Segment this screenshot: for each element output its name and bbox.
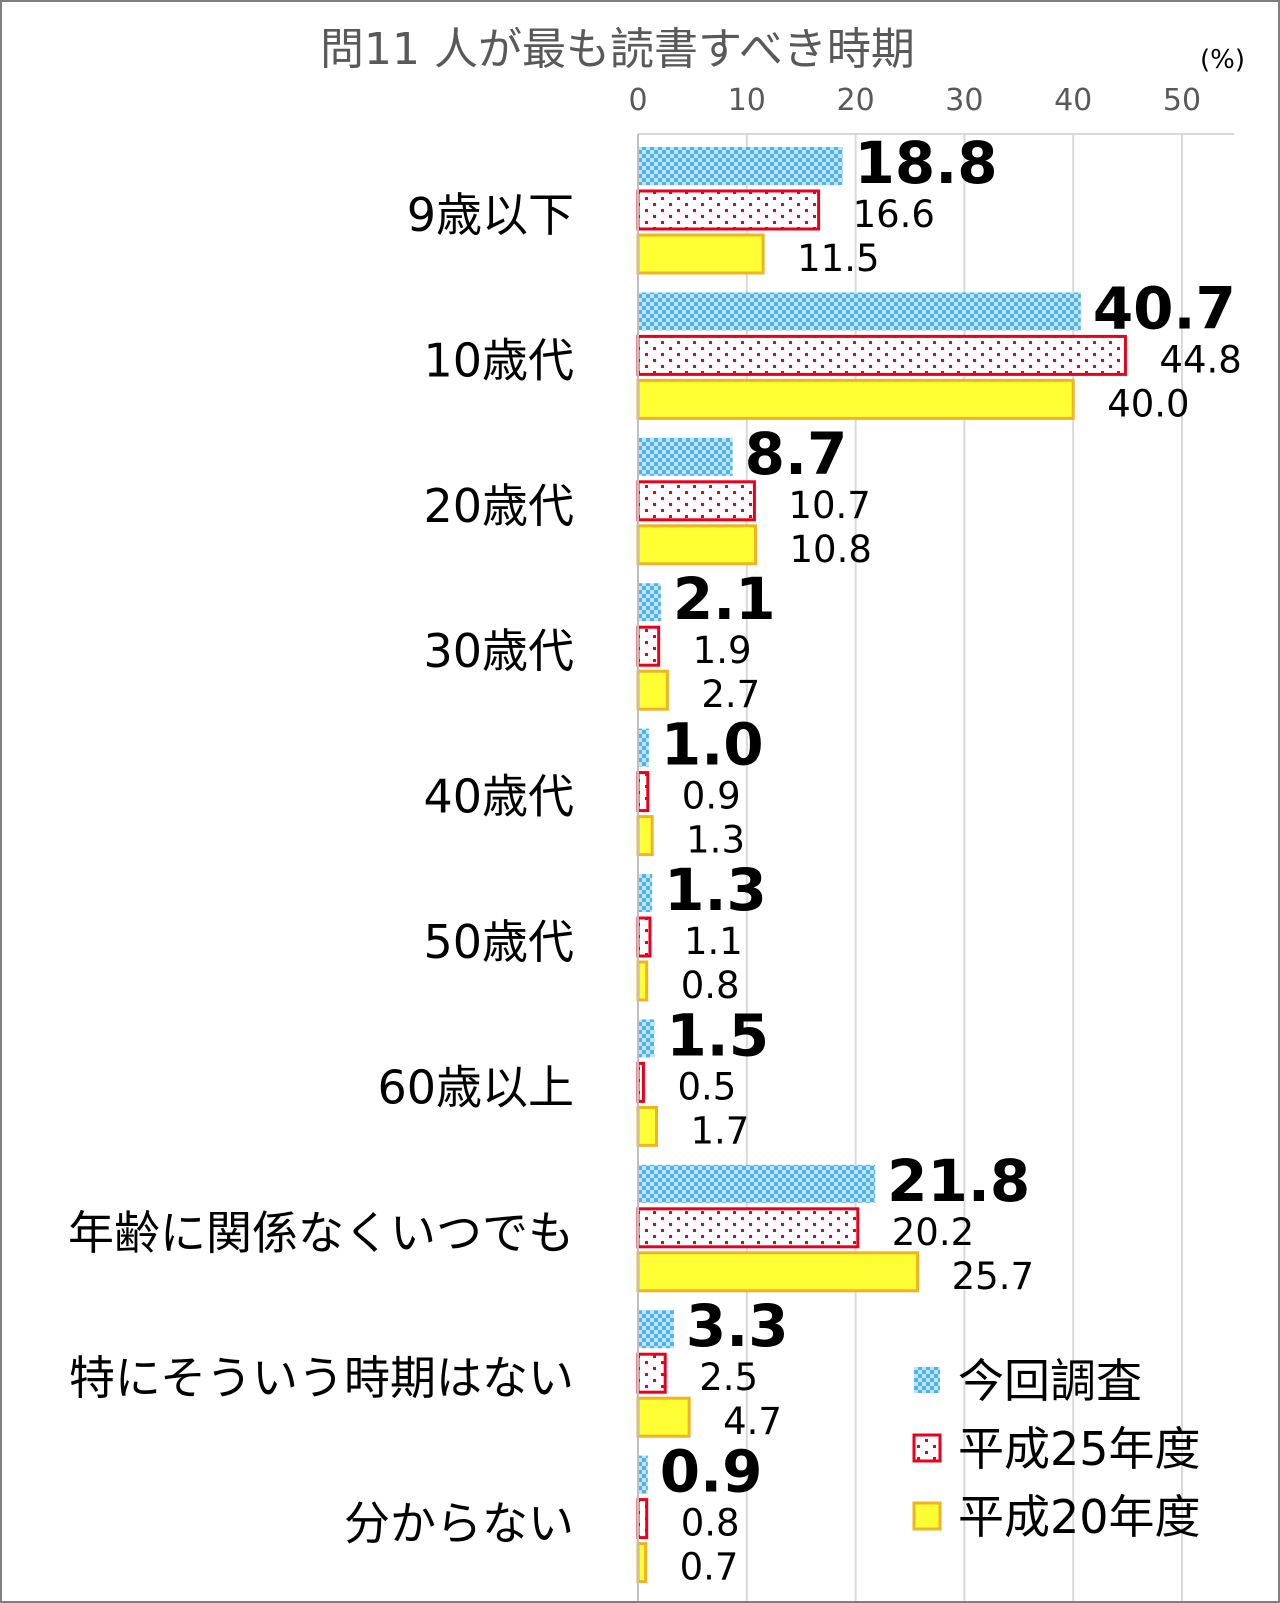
bar-series-3 xyxy=(636,815,654,857)
data-label-series-2: 0.9 xyxy=(682,775,741,818)
bar-series-1 xyxy=(638,583,661,622)
chart-title: 問11 人が最も読書すべき時期 xyxy=(320,24,915,75)
bar-series-1 xyxy=(638,1164,876,1203)
bar-series-1 xyxy=(638,147,843,185)
bar-series-2 xyxy=(636,1207,860,1249)
data-label-series-3: 2.7 xyxy=(701,673,760,716)
legend-swatch-2 xyxy=(912,1433,942,1463)
category-label: 特にそういう時期はない xyxy=(69,1351,574,1405)
bar-series-3 xyxy=(636,524,758,566)
data-label-series-2: 2.5 xyxy=(699,1356,758,1399)
legend-swatch-1 xyxy=(914,1367,940,1393)
bar-series-3 xyxy=(636,1396,691,1438)
data-label-series-3: 11.5 xyxy=(797,237,879,280)
data-label-series-3: 0.7 xyxy=(680,1546,739,1589)
data-label-series-1: 1.5 xyxy=(666,1001,769,1069)
bar-series-3 xyxy=(636,378,1075,420)
data-label-series-2: 16.6 xyxy=(853,193,935,236)
data-label-series-2: 0.5 xyxy=(677,1065,736,1108)
bar-series-2 xyxy=(636,189,821,231)
bar-series-2 xyxy=(636,771,650,813)
bar-series-3 xyxy=(636,233,765,275)
tick-label-20: 20 xyxy=(837,83,875,118)
bar-series-2 xyxy=(636,334,1127,376)
data-label-series-3: 1.7 xyxy=(690,1109,749,1152)
unit-label: (%) xyxy=(1200,45,1245,75)
data-label-series-3: 1.3 xyxy=(686,819,745,862)
data-label-series-1: 40.7 xyxy=(1093,274,1236,342)
data-label-series-2: 44.8 xyxy=(1159,338,1241,381)
data-label-series-3: 25.7 xyxy=(952,1255,1034,1298)
legend-label-1: 今回調査 xyxy=(958,1354,1142,1408)
category-label: 分からない xyxy=(344,1497,574,1551)
tick-label-30: 30 xyxy=(945,83,983,118)
bar-series-3 xyxy=(636,960,649,1002)
tick-label-40: 40 xyxy=(1054,83,1092,118)
data-label-series-2: 10.7 xyxy=(788,484,870,527)
data-label-series-2: 1.9 xyxy=(693,629,752,672)
category-label: 50歳代 xyxy=(423,915,574,969)
category-label: 9歳以下 xyxy=(407,188,574,242)
data-label-series-1: 8.7 xyxy=(745,420,848,488)
category-label: 10歳代 xyxy=(423,333,574,387)
data-label-series-1: 1.0 xyxy=(661,711,764,779)
data-label-series-3: 4.7 xyxy=(723,1400,782,1443)
data-label-series-1: 3.3 xyxy=(686,1292,789,1360)
data-label-series-1: 21.8 xyxy=(887,1147,1030,1215)
legend-swatch-3 xyxy=(912,1501,942,1531)
category-label: 60歳以上 xyxy=(377,1060,574,1114)
data-label-series-1: 18.8 xyxy=(855,129,998,197)
bar-series-1 xyxy=(638,1455,648,1494)
data-label-series-2: 20.2 xyxy=(892,1211,974,1254)
bar-series-2 xyxy=(636,480,756,522)
data-label-series-1: 2.1 xyxy=(673,565,776,633)
category-label: 30歳代 xyxy=(423,624,574,678)
data-label-series-2: 0.8 xyxy=(681,1502,740,1545)
data-label-series-2: 1.1 xyxy=(684,920,743,963)
data-label-series-1: 1.3 xyxy=(664,856,767,924)
bar-series-3 xyxy=(636,1542,648,1584)
category-label: 年齢に関係なくいつでも xyxy=(68,1206,574,1260)
bar-series-2 xyxy=(636,1352,667,1394)
data-label-series-3: 40.0 xyxy=(1107,382,1189,425)
bar-series-3 xyxy=(636,1251,920,1293)
bar-series-2 xyxy=(636,625,661,667)
bar-series-2 xyxy=(636,916,652,958)
tick-label-50: 50 xyxy=(1163,83,1201,118)
category-label: 40歳代 xyxy=(423,770,574,824)
data-label-series-3: 0.8 xyxy=(681,964,740,1007)
bar-series-1 xyxy=(638,728,649,767)
tick-label-0: 0 xyxy=(628,83,647,118)
legend-label-3: 平成20年度 xyxy=(958,1490,1201,1544)
bar-series-1 xyxy=(638,292,1081,331)
data-label-series-1: 0.9 xyxy=(660,1438,763,1506)
x-axis-ticks: 0 10 20 30 40 50 xyxy=(628,83,1201,118)
data-labels: 18.816.611.540.744.840.08.710.710.82.11.… xyxy=(660,129,1242,1589)
bar-series-1 xyxy=(638,874,653,912)
legend-label-2: 平成25年度 xyxy=(958,1422,1201,1476)
data-label-series-3: 10.8 xyxy=(790,528,872,571)
category-label: 20歳代 xyxy=(423,479,574,533)
gridlines xyxy=(638,133,1234,1601)
bar-series-2 xyxy=(636,1498,649,1540)
bar-series-1 xyxy=(638,1019,655,1058)
bars xyxy=(636,147,1127,1584)
category-labels: 9歳以下 10歳代 20歳代 30歳代 40歳代 50歳代 60歳以上年齢に関係なくいつでも… xyxy=(68,188,574,1551)
tick-label-10: 10 xyxy=(728,83,766,118)
bar-series-1 xyxy=(638,1310,674,1349)
bar-series-3 xyxy=(636,1105,658,1147)
bar-series-1 xyxy=(638,437,733,476)
bar-series-3 xyxy=(636,669,669,711)
